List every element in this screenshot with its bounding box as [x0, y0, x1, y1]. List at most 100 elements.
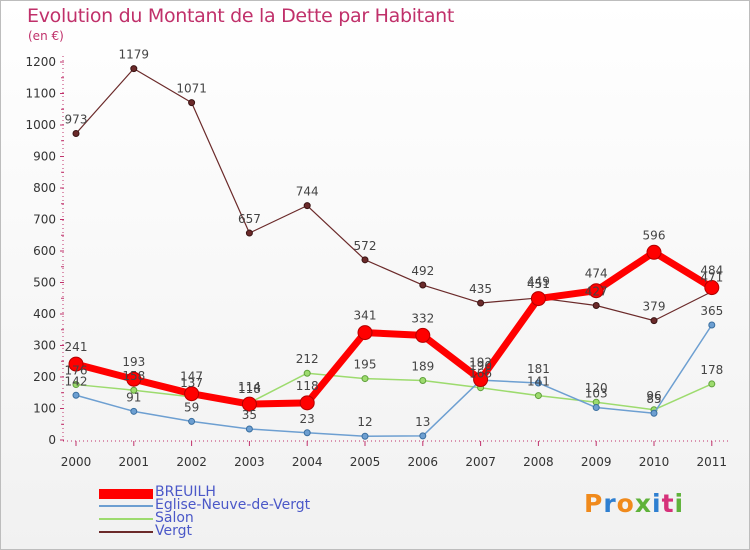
x-tick-label: 2011	[697, 455, 728, 469]
y-tick-label: 500	[33, 276, 56, 290]
data-point-eglise-neuve-de-vergt	[188, 417, 196, 425]
data-label: 379	[643, 300, 666, 314]
y-unit-label: (en €)	[28, 29, 64, 43]
data-label: 195	[354, 358, 377, 372]
data-point-salon	[361, 375, 369, 383]
data-label: 193	[122, 355, 145, 369]
data-point-eglise-neuve-de-vergt	[534, 379, 542, 387]
data-label: 973	[65, 113, 88, 127]
data-point-vergt	[303, 202, 311, 210]
y-tick-label: 100	[33, 402, 56, 416]
data-label: 96	[646, 389, 661, 403]
x-tick-label: 2009	[581, 455, 612, 469]
logo-letter: i	[652, 489, 662, 518]
series-lines	[68, 65, 720, 440]
data-label: 91	[126, 390, 141, 404]
data-label: 12	[357, 415, 372, 429]
data-label: 13	[415, 415, 430, 429]
data-point-breuilh	[241, 396, 257, 412]
x-tick-label: 2010	[639, 455, 670, 469]
data-label: 142	[65, 374, 88, 388]
logo-letter: P	[584, 489, 604, 518]
legend-label-eglise: Eglise-Neuve-de-Vergt	[155, 497, 311, 513]
data-label: 241	[65, 340, 88, 354]
x-tick-label: 2005	[350, 455, 381, 469]
x-tick-label: 2008	[523, 455, 554, 469]
data-label: 1179	[119, 48, 150, 62]
data-point-breuilh	[646, 244, 662, 260]
data-label: 103	[585, 387, 608, 401]
axes: 0 100 200 300 400 500 600 700 800 900 1000 1100 1200…	[25, 55, 729, 469]
chart-title: Evolution du Montant de la Dette par Hab…	[27, 5, 455, 27]
data-point-breuilh	[68, 356, 84, 372]
legend: BREUILH Eglise-Neuve-de-Vergt Salon Verg…	[99, 484, 359, 539]
data-point-breuilh	[415, 327, 431, 343]
data-point-eglise-neuve-de-vergt	[650, 409, 658, 417]
data-label: 137	[180, 376, 203, 390]
data-label: 492	[411, 264, 434, 278]
data-point-vergt	[419, 281, 427, 289]
data-label: 118	[238, 382, 261, 396]
data-label: 189	[411, 359, 434, 373]
data-point-breuilh	[357, 325, 373, 341]
data-label: 341	[354, 309, 377, 323]
data-label: 572	[354, 239, 377, 253]
data-label: 1071	[176, 82, 207, 96]
y-tick-label: 400	[33, 307, 56, 321]
legend-swatch-eglise	[99, 505, 153, 507]
data-label: 166	[469, 367, 492, 381]
x-tick-label: 2006	[408, 455, 439, 469]
data-point-eglise-neuve-de-vergt	[303, 429, 311, 437]
data-point-eglise-neuve-de-vergt	[708, 321, 716, 329]
data-point-salon	[72, 381, 80, 389]
x-tick-label: 2000	[61, 455, 92, 469]
data-point-eglise-neuve-de-vergt	[130, 407, 138, 415]
data-point-eglise-neuve-de-vergt	[419, 432, 427, 440]
data-point-vergt	[650, 317, 658, 325]
y-tick-label: 200	[33, 370, 56, 384]
data-label: 332	[411, 311, 434, 325]
legend-item-eglise: Eglise-Neuve-de-Vergt	[99, 497, 359, 513]
data-label: 147	[180, 370, 203, 384]
series-line-vergt	[75, 68, 713, 322]
data-point-vergt	[188, 99, 196, 107]
data-label: 192	[469, 356, 492, 370]
data-label: 212	[296, 352, 319, 366]
data-point-eglise-neuve-de-vergt	[592, 404, 600, 412]
data-label: 451	[527, 277, 550, 291]
data-label: 449	[527, 275, 550, 289]
data-point-salon	[419, 376, 427, 384]
data-label: 427	[585, 284, 608, 298]
data-point-breuilh	[473, 372, 489, 388]
logo-letter: o	[616, 489, 635, 518]
series-line-breuilh	[75, 248, 714, 408]
y-tick-label: 600	[33, 244, 56, 258]
data-point-vergt	[130, 65, 138, 73]
legend-swatch-vergt	[99, 531, 153, 533]
data-label: 181	[527, 362, 550, 376]
data-point-breuilh	[126, 371, 142, 387]
legend-label-vergt: Vergt	[155, 523, 192, 539]
data-label: 59	[184, 400, 199, 414]
data-label: 190	[469, 359, 492, 373]
data-point-vergt	[72, 130, 80, 138]
data-point-salon	[130, 386, 138, 394]
data-point-vergt	[477, 299, 485, 307]
y-tick-label: 0	[48, 433, 56, 447]
data-label: 35	[242, 408, 257, 422]
data-label: 178	[700, 363, 723, 377]
data-label: 114	[238, 380, 261, 394]
y-tick-label: 1000	[25, 118, 56, 132]
data-label: 365	[700, 304, 723, 318]
y-tick-label: 300	[33, 339, 56, 353]
data-point-breuilh	[530, 291, 546, 307]
data-label: 744	[296, 185, 319, 199]
x-tick-label: 2001	[119, 455, 150, 469]
data-label: 435	[469, 282, 492, 296]
data-point-vergt	[361, 256, 369, 264]
y-tick-label: 900	[33, 150, 56, 164]
data-point-salon	[534, 392, 542, 400]
